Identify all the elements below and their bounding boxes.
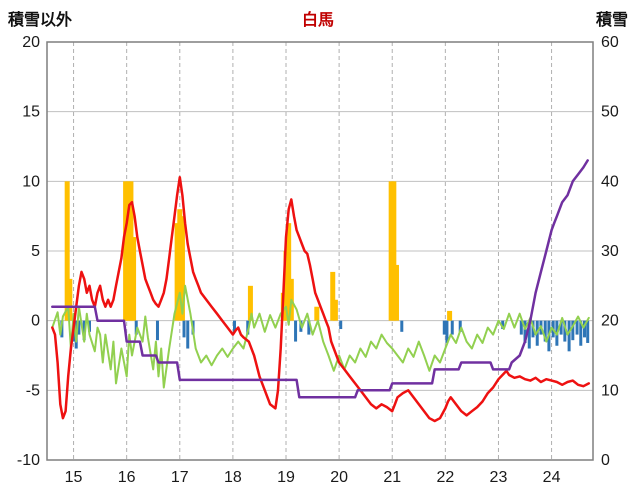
x-axis-tick: 22 bbox=[436, 469, 454, 486]
series-snow_depth bbox=[51, 159, 589, 399]
x-axis-tick: 24 bbox=[543, 469, 561, 486]
x-axis-tick: 19 bbox=[277, 469, 295, 486]
series-blue_bars bbox=[60, 320, 590, 352]
right-axis-tick: 0 bbox=[601, 452, 610, 469]
left-axis-tick: 5 bbox=[31, 243, 40, 260]
left-axis-tick: -5 bbox=[26, 382, 40, 399]
x-axis-tick: 21 bbox=[383, 469, 401, 486]
right-axis-title: 積雪 bbox=[595, 12, 628, 29]
right-axis-tick: 30 bbox=[601, 243, 619, 260]
left-axis-tick: 10 bbox=[22, 173, 40, 190]
right-axis-tick: 20 bbox=[601, 313, 619, 330]
series-red_line bbox=[51, 175, 591, 423]
x-axis-tick: 16 bbox=[118, 469, 136, 486]
right-axis-tick: 50 bbox=[601, 104, 619, 121]
x-axis-tick: 23 bbox=[490, 469, 508, 486]
left-axis-tick: -10 bbox=[17, 452, 40, 469]
plot-border bbox=[46, 41, 594, 461]
left-axis-tick: 0 bbox=[31, 313, 40, 330]
page-title: 白馬 bbox=[301, 12, 334, 29]
left-axis-tick: 20 bbox=[22, 34, 40, 51]
x-axis-tick: 15 bbox=[65, 469, 83, 486]
right-axis-tick: 10 bbox=[601, 382, 619, 399]
right-axis-tick: 60 bbox=[601, 34, 619, 51]
left-axis-title: 積雪以外 bbox=[8, 12, 73, 29]
x-axis-tick: 18 bbox=[224, 469, 242, 486]
series-green_line bbox=[51, 284, 590, 389]
left-axis-tick: 15 bbox=[22, 104, 40, 121]
x-axis-tick: 17 bbox=[171, 469, 189, 486]
x-axis-tick: 20 bbox=[330, 469, 348, 486]
right-axis-tick: 40 bbox=[601, 173, 619, 190]
plot-area bbox=[51, 159, 591, 423]
